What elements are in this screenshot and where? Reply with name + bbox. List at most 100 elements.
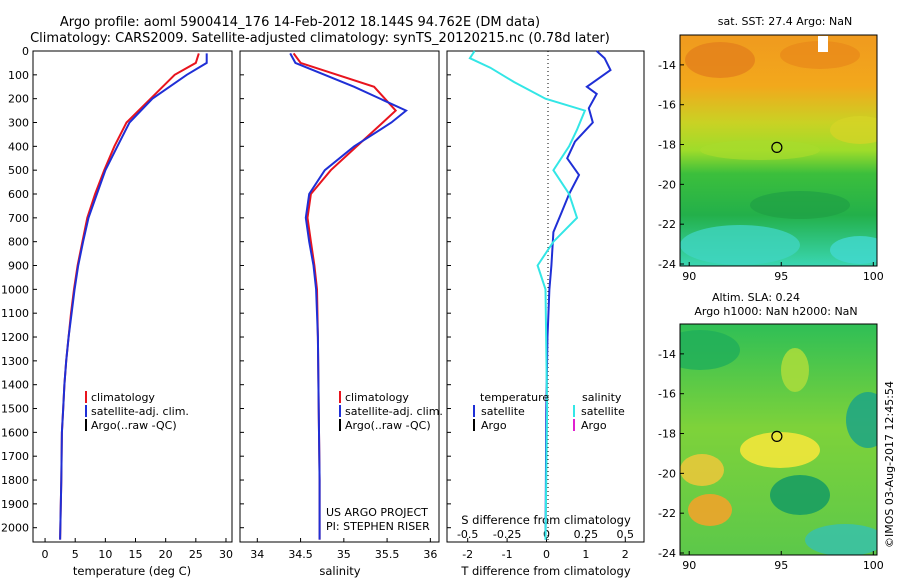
depth-tick-label: 1600 [1, 426, 29, 439]
temperature-tick-label: 15 [129, 548, 143, 561]
map-lon-tick-label: 100 [863, 559, 884, 572]
difference-legend: temperature salinity satellite Argo sate… [473, 391, 625, 432]
temperature-x-ticks: 0 5 10 15 20 25 30 [42, 538, 233, 561]
series-line-satellite-adj-clim- [289, 52, 408, 540]
map-lat-tick-label: -18 [658, 428, 676, 441]
map-lon-tick-label: 95 [774, 559, 788, 572]
depth-tick-label: 300 [8, 117, 29, 130]
map-lon-tick-label: 100 [863, 270, 884, 283]
map-lat-tick-label: -20 [658, 467, 676, 480]
t-difference-axis-label: T difference from climatology [460, 564, 631, 578]
map-lat-tick-label: -14 [658, 348, 676, 361]
t-difference-tick-label: 2 [622, 548, 629, 561]
legend-argo-label: Argo(..raw -QC) [345, 419, 431, 432]
map-lat-tick-label: -16 [658, 388, 676, 401]
s-difference-tick-label: -0.25 [493, 528, 521, 541]
map-lon-tick-label: 90 [682, 559, 696, 572]
depth-tick-label: 2000 [1, 522, 29, 535]
depth-tick-label: 600 [8, 188, 29, 201]
t-difference-tick-label: 1 [582, 548, 589, 561]
temperature-tick-label: 0 [42, 548, 49, 561]
s-difference-tick-label: -0.5 [457, 528, 478, 541]
legend-satellite-label: satellite-adj. clim. [91, 405, 189, 418]
sla-map-frame [679, 323, 878, 556]
legend-argo-label: Argo(..raw -QC) [91, 419, 177, 432]
map-lat-tick-label: -16 [658, 99, 676, 112]
sst-missing-data-patch [818, 36, 828, 52]
salinity-tick-label: 35 [337, 548, 351, 561]
series-line-climatology [59, 53, 200, 540]
map-lat-tick-label: -24 [658, 547, 676, 560]
map-lon-tick-label: 90 [682, 270, 696, 283]
sst-map-title: sat. SST: 27.4 Argo: NaN [718, 15, 852, 28]
map-lat-tick-label: -20 [658, 178, 676, 191]
map-lat-tick-label: -22 [658, 507, 676, 520]
map-lat-tick-label: -22 [658, 218, 676, 231]
salinity-tick-label: 34 [250, 548, 264, 561]
sla-map-title: Altim. SLA: 0.24 [712, 291, 800, 304]
series-line-temperature-satellite [544, 50, 612, 540]
map-lat-tick-label: -14 [658, 59, 676, 72]
sst-map: -14 -16 -18 -20 -22 -24 90 95 100 [658, 34, 884, 283]
map-lon-tick-label: 95 [774, 270, 788, 283]
salinity-tick-label: 35.5 [375, 548, 400, 561]
series-line-climatology [292, 52, 398, 540]
depth-tick-label: 0 [22, 45, 29, 58]
depth-tick-label: 500 [8, 164, 29, 177]
depth-tick-label: 1300 [1, 355, 29, 368]
series-line-salinity-satellite [468, 50, 587, 540]
t-difference-tick-label: 0 [543, 548, 550, 561]
project-note: US ARGO PROJECT [326, 506, 428, 519]
depth-tick-label: 900 [8, 260, 29, 273]
s-difference-tick-label: 0.25 [574, 528, 599, 541]
depth-axis: 0 100 200 300 400 500 600 700 800 900 1000 1100 1200… [1, 45, 451, 535]
sla-field-patches [680, 330, 877, 555]
pi-note: PI: STEPHEN RISER [326, 520, 430, 533]
temperature-tick-label: 10 [98, 548, 112, 561]
temperature-tick-label: 5 [72, 548, 79, 561]
argo-position-marker [771, 141, 783, 153]
t-difference-tick-label: -2 [462, 548, 473, 561]
depth-tick-label: 1200 [1, 331, 29, 344]
depth-tick-label: 1400 [1, 379, 29, 392]
sst-map-frame [679, 34, 878, 267]
depth-tick-label: 1500 [1, 403, 29, 416]
depth-tick-label: 1900 [1, 498, 29, 511]
temperature-tick-label: 25 [189, 548, 203, 561]
difference-panel-frame [446, 50, 645, 543]
series-line-satellite-adj-clim- [59, 53, 208, 540]
temperature-tick-label: 20 [159, 548, 173, 561]
depth-tick-label: 1100 [1, 307, 29, 320]
sla-map-subtitle: Argo h1000: NaN h2000: NaN [694, 305, 857, 318]
map-lat-tick-label: -24 [658, 258, 676, 271]
map-lat-tick-label: -18 [658, 139, 676, 152]
sla-map-ticks: -14 -16 -18 -20 -22 -24 90 95 100 [658, 348, 884, 572]
header-line2: Climatology: CARS2009. Satellite-adjuste… [30, 31, 610, 46]
sst-map-ticks: -14 -16 -18 -20 -22 -24 90 95 100 [658, 59, 884, 283]
s-difference-tick-label: 0.5 [617, 528, 635, 541]
sst-field-patches [680, 41, 877, 265]
depth-tick-label: 800 [8, 236, 29, 249]
salinity-panel-frame [239, 50, 440, 543]
depth-tick-label: 1800 [1, 474, 29, 487]
legend-t-argo-label: Argo [481, 419, 507, 432]
depth-tick-label: 700 [8, 212, 29, 225]
depth-tick-label: 200 [8, 93, 29, 106]
legend-s-argo-label: Argo [581, 419, 607, 432]
salinity-legend: climatology satellite-adj. clim. Argo(..… [339, 391, 443, 432]
salinity-axis-label: salinity [319, 564, 360, 578]
salinity-tick-label: 36 [423, 548, 437, 561]
legend-t-satellite-label: satellite [481, 405, 525, 418]
salinity-tick-label: 34.5 [288, 548, 313, 561]
legend-satellite-label: satellite-adj. clim. [345, 405, 443, 418]
salinity-x-ticks: 34 34.5 35 35.5 36 [250, 538, 437, 561]
legend-climatology-label: climatology [345, 391, 409, 404]
depth-tick-label: 100 [8, 69, 29, 82]
temperature-tick-label: 30 [219, 548, 233, 561]
imos-timestamp: ©IMOS 03-Aug-2017 12:45:54 [883, 381, 896, 548]
legend-temperature-title: temperature [480, 391, 549, 404]
argo-position-marker [771, 430, 783, 442]
legend-salinity-title: salinity [582, 391, 622, 404]
